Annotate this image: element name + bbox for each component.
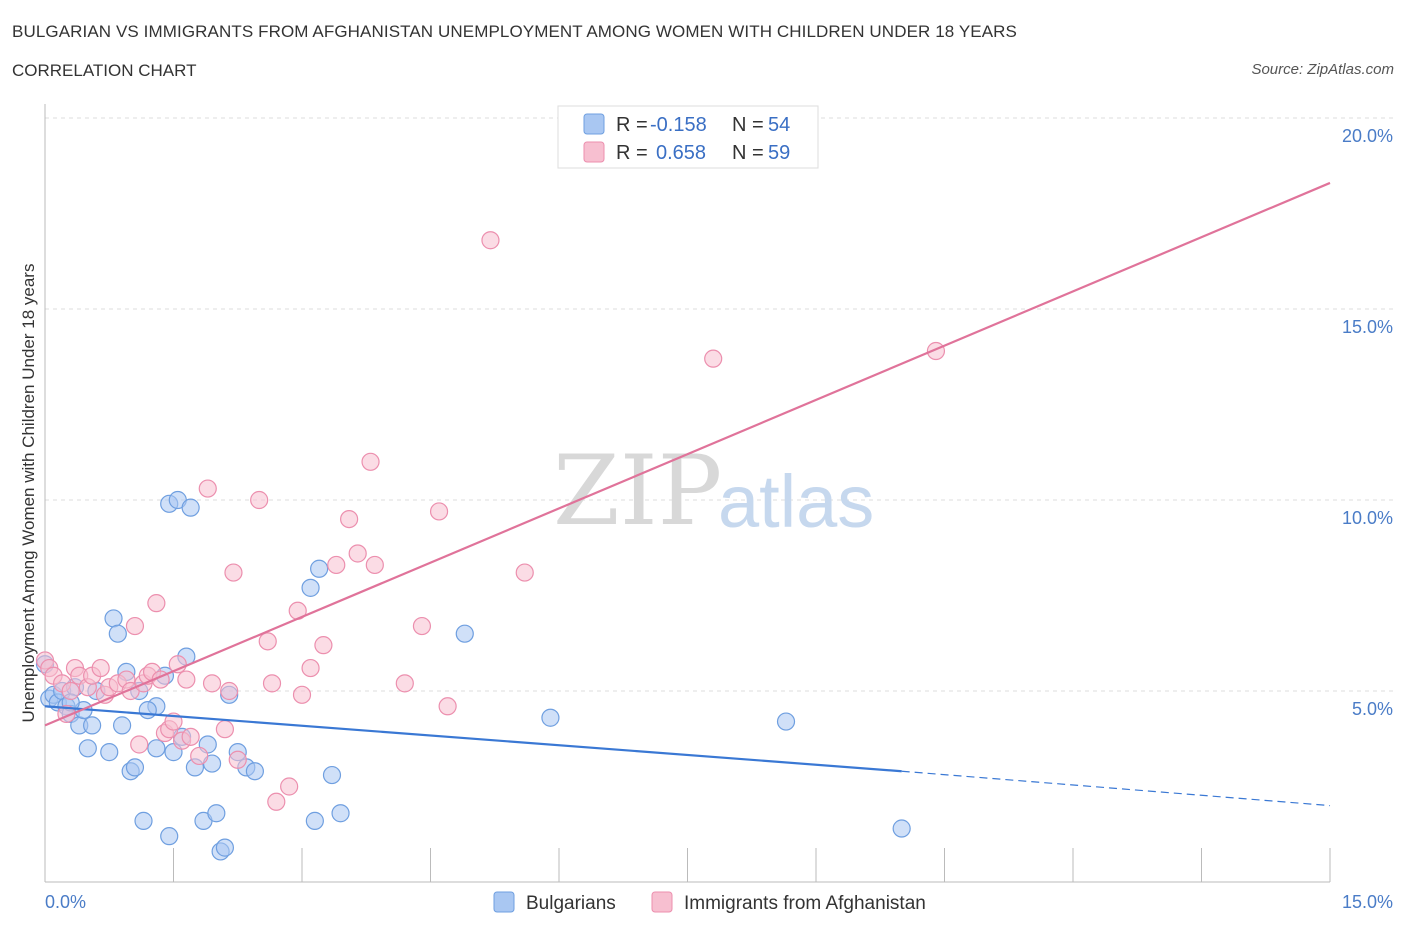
data-point-afghanistan [224, 563, 243, 582]
data-point-bulgarians [892, 819, 911, 838]
data-point-bulgarians [455, 624, 474, 643]
data-point-afghanistan [130, 735, 149, 754]
y-axis-label: Unemployment Among Women with Children U… [19, 264, 38, 723]
data-point-afghanistan [301, 658, 320, 678]
y-tick-label: 20.0% [1342, 126, 1393, 146]
data-point-afghanistan [292, 685, 312, 704]
data-point-afghanistan [481, 231, 500, 250]
data-point-afghanistan [365, 555, 384, 575]
legend-swatch-afghanistan [651, 891, 673, 913]
legend-swatch-bulgarians [493, 891, 515, 913]
data-point-afghanistan [215, 720, 234, 739]
data-point-afghanistan [515, 563, 534, 582]
data-point-bulgarians [83, 716, 102, 735]
legend-label-afghanistan: Immigrants from Afghanistan [684, 893, 926, 914]
data-point-bulgarians [245, 762, 264, 781]
data-point-bulgarians [100, 743, 119, 762]
legend-swatch-bulgarians [583, 113, 605, 135]
data-point-afghanistan [147, 594, 166, 613]
watermark-atlas: atlas [718, 460, 874, 543]
trend-line-afghanistan [44, 181, 1331, 727]
data-point-bulgarians [108, 624, 127, 643]
legend-r-label: R = [616, 142, 648, 164]
data-point-bulgarians [112, 716, 132, 735]
data-point-bulgarians [331, 804, 350, 823]
data-point-afghanistan [228, 750, 247, 769]
grid-lines [45, 117, 1395, 692]
data-point-afghanistan [190, 746, 209, 766]
data-point-bulgarians [207, 804, 226, 823]
legend-n-value: 54 [768, 114, 790, 136]
data-point-afghanistan [412, 616, 432, 636]
data-point-afghanistan [198, 479, 217, 498]
legend-swatch-afghanistan [583, 141, 605, 163]
trend-line-bulgarians-extension [901, 770, 1331, 807]
data-point-afghanistan [258, 632, 277, 651]
data-point-bulgarians [310, 559, 329, 578]
legend-n-value: 59 [768, 142, 790, 164]
data-point-bulgarians [181, 498, 200, 517]
legend-r-value: 0.658 [656, 142, 706, 164]
data-point-afghanistan [429, 502, 449, 521]
watermark: ZIP atlas [553, 435, 874, 547]
data-point-bulgarians [134, 811, 153, 830]
data-point-bulgarians [541, 708, 560, 727]
legend-label-bulgarians: Bulgarians [526, 893, 616, 914]
data-point-bulgarians [138, 700, 157, 720]
data-point-afghanistan [348, 544, 367, 563]
series-legend: Bulgarians Immigrants from Afghanistan [493, 891, 926, 914]
data-point-afghanistan [438, 697, 457, 716]
data-point-bulgarians [322, 765, 342, 785]
legend-n-label: N = [732, 142, 764, 164]
data-point-afghanistan [280, 777, 299, 796]
data-point-afghanistan [91, 658, 110, 678]
x-tick-label: 15.0% [1342, 892, 1393, 912]
data-point-afghanistan [125, 616, 145, 636]
watermark-zip: ZIP [553, 435, 722, 547]
data-point-bulgarians [78, 739, 97, 758]
x-tick-labels: 0.0% 15.0% [45, 892, 1393, 912]
data-point-bulgarians [160, 827, 179, 846]
data-point-bulgarians [104, 609, 123, 628]
data-point-bulgarians [776, 712, 796, 731]
data-point-bulgarians [215, 838, 234, 857]
data-point-bulgarians [147, 739, 166, 758]
legend-r-value: -0.158 [650, 114, 707, 136]
data-point-bulgarians [301, 578, 320, 597]
y-tick-label: 15.0% [1342, 317, 1393, 337]
trend-lines [44, 181, 1331, 807]
chart-subtitle: CORRELATION CHART [12, 61, 197, 80]
chart-title: BULGARIAN VS IMMIGRANTS FROM AFGHANISTAN… [12, 22, 1017, 41]
data-point-afghanistan [314, 636, 333, 655]
legend-r-label: R = [616, 114, 648, 136]
y-tick-labels: 5.0% 10.0% 15.0% 20.0% [1342, 126, 1393, 719]
axes [44, 104, 1331, 883]
data-point-afghanistan [395, 674, 414, 693]
data-point-afghanistan [267, 792, 286, 811]
data-point-afghanistan [220, 681, 239, 701]
trend-line-bulgarians [44, 705, 902, 773]
data-point-afghanistan [181, 727, 200, 746]
data-point-afghanistan [177, 670, 196, 689]
y-tick-label: 5.0% [1352, 699, 1393, 719]
data-point-afghanistan [61, 681, 80, 701]
data-point-bulgarians [125, 758, 145, 777]
legend-n-label: N = [732, 114, 764, 136]
data-point-afghanistan [202, 674, 222, 693]
correlation-legend: R = -0.158 N = 54 R = 0.658 N = 59 [557, 105, 819, 169]
data-point-afghanistan [361, 452, 380, 471]
data-point-bulgarians [305, 811, 324, 830]
data-point-afghanistan [704, 349, 723, 368]
data-point-afghanistan [327, 555, 346, 575]
y-tick-label: 10.0% [1342, 508, 1393, 528]
x-tick-label: 0.0% [45, 892, 86, 912]
data-point-afghanistan [340, 509, 359, 529]
data-point-afghanistan [250, 490, 269, 510]
source-credit: Source: ZipAtlas.com [1251, 61, 1394, 78]
data-point-afghanistan [262, 674, 282, 693]
